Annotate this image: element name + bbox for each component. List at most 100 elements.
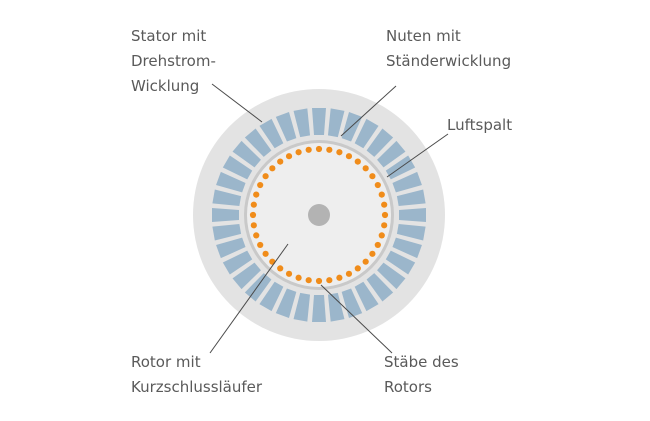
rotor-bar: [354, 158, 361, 165]
stator-slot: [341, 288, 363, 318]
rotor-bar: [285, 270, 293, 277]
stator-slot: [354, 118, 379, 149]
rotor-bar: [336, 274, 343, 281]
stator-slot: [385, 250, 416, 275]
rotor-bar: [257, 241, 264, 249]
rotor-bar: [269, 165, 276, 172]
label-stator: Stator mit Drehstrom- Wicklung: [131, 24, 216, 99]
stator-slot: [392, 237, 422, 259]
stator-slot: [222, 250, 253, 275]
stator-slot: [259, 281, 284, 312]
rotor-bar: [381, 211, 389, 219]
rotor-bar: [253, 191, 260, 198]
stator-slot: [392, 171, 422, 193]
stator-slot: [377, 140, 406, 168]
label-stator-line2: Drehstrom-: [131, 52, 216, 70]
rotor-bar: [374, 181, 381, 189]
rotor-bar: [369, 173, 376, 180]
stator-slot: [222, 155, 253, 180]
rotor-bar: [295, 149, 302, 156]
label-luftspalt: Luftspalt: [447, 113, 512, 138]
stator-slot: [341, 112, 363, 142]
label-stator-line1: Stator mit: [131, 27, 207, 45]
stator-slot: [212, 208, 239, 222]
rotor-bar: [295, 274, 302, 281]
stator-slot: [293, 108, 311, 138]
label-luftspalt-line1: Luftspalt: [447, 116, 513, 134]
rotor-bar: [345, 270, 353, 277]
rotor-bar: [381, 222, 388, 229]
stator-slot: [244, 128, 272, 157]
stator-slot: [275, 288, 297, 318]
stator-slot: [259, 118, 284, 149]
rotor-bar: [369, 250, 376, 257]
rotor-bar: [253, 232, 260, 239]
rotor-bar: [378, 191, 385, 198]
rotor-bar: [249, 211, 257, 219]
stator-slot: [312, 295, 326, 322]
rotor-bar: [378, 232, 385, 239]
label-staebe-line2: Rotors: [384, 378, 432, 396]
rotor-bar: [305, 277, 312, 284]
leader-nuten: [340, 85, 397, 137]
stator-slot: [366, 273, 394, 302]
rotor-bar: [362, 258, 369, 265]
rotor-bar: [250, 201, 257, 208]
stator-slot: [232, 140, 261, 168]
rotor-bar: [250, 222, 257, 229]
stator-slots: [212, 108, 426, 322]
stator-slot: [212, 223, 242, 241]
stator-slot: [312, 108, 326, 135]
stator-slot: [212, 189, 242, 207]
label-nuten-line2: Ständerwicklung: [386, 52, 512, 70]
rotor-bar: [262, 173, 269, 180]
rotor-bar: [269, 258, 276, 265]
rotor-bars: [249, 145, 389, 285]
label-nuten: Nuten mit Ständerwicklung: [386, 24, 511, 74]
stator-slot: [396, 223, 426, 241]
rotor-bar: [277, 265, 284, 272]
rotor-bar: [345, 153, 353, 160]
rotor-bar: [262, 250, 269, 257]
rotor-bar: [354, 265, 361, 272]
rotor-bar: [326, 277, 333, 284]
stator-slot: [399, 208, 426, 222]
label-rotor-line2: Kurzschlussläufer: [131, 378, 263, 396]
stator-slot: [327, 108, 345, 138]
label-staebe: Stäbe des Rotors: [384, 350, 459, 400]
label-staebe-line1: Stäbe des: [384, 353, 459, 371]
leader-lines: [209, 83, 449, 354]
stator-slot: [293, 292, 311, 322]
leader-luftspalt: [386, 133, 449, 178]
stator-slot: [377, 262, 406, 290]
rotor-bar: [336, 149, 343, 156]
stator-slot: [396, 189, 426, 207]
leader-rotor: [209, 243, 289, 354]
stator-slot: [366, 128, 394, 157]
shaft: [308, 204, 330, 226]
rotor-bar: [315, 145, 323, 153]
stator-slot: [327, 292, 345, 322]
stator-slot: [275, 112, 297, 142]
rotor-bar: [381, 201, 388, 208]
rotor-bar: [257, 181, 264, 189]
label-nuten-line1: Nuten mit: [386, 27, 461, 45]
rotor-bar: [305, 146, 312, 153]
stator-slot: [354, 281, 379, 312]
stator-slot: [216, 171, 246, 193]
rotor-bar: [326, 146, 333, 153]
rotor-bar: [277, 158, 284, 165]
label-stator-line3: Wicklung: [131, 77, 200, 95]
label-rotor-line1: Rotor mit: [131, 353, 201, 371]
rotor-bar: [374, 241, 381, 249]
rotor-bar: [285, 153, 293, 160]
rotor-bar: [315, 277, 323, 285]
stator-slot: [232, 262, 261, 290]
leader-stator: [211, 83, 263, 123]
stator-slot: [216, 237, 246, 259]
rotor-bar: [362, 165, 369, 172]
leader-staebe: [320, 284, 393, 354]
label-rotor: Rotor mit Kurzschlussläufer: [131, 350, 262, 400]
